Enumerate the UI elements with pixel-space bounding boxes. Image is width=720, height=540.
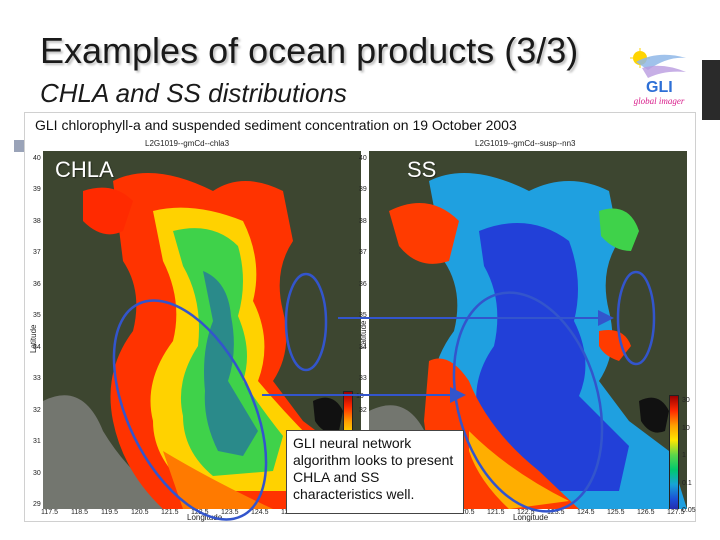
ss-cb-tick-1: 10 xyxy=(682,424,690,432)
left-lon-tick-3: 120.5 xyxy=(131,509,149,516)
right-lon-tick-8: 125.5 xyxy=(607,509,625,516)
ss-colorbar xyxy=(669,395,679,509)
left-lon-tick-6: 123.5 xyxy=(221,509,239,516)
left-lat-tick-4: 36 xyxy=(33,280,41,288)
right-panel-id: L2G1019--gmCd--susp--nn3 xyxy=(475,139,576,148)
left-lat-tick-5: 35 xyxy=(33,312,41,320)
left-lat-tick-1: 39 xyxy=(33,186,41,194)
right-lat-tick-7: 33 xyxy=(359,375,367,383)
chla-label: CHLA xyxy=(55,157,114,182)
ss-cb-tick-2: 1 xyxy=(682,452,686,459)
right-lat-tick-1: 39 xyxy=(359,186,367,194)
right-lat-tick-5: 35 xyxy=(359,312,367,320)
svg-text:GLI: GLI xyxy=(646,79,673,96)
left-lat-tick-8: 32 xyxy=(33,406,41,414)
left-panel-id: L2G1019--gmCd--chla3 xyxy=(145,139,230,148)
right-longitude-label: Longitude xyxy=(513,513,549,522)
right-lon-tick-9: 126.5 xyxy=(637,509,655,516)
edge-strip xyxy=(702,60,720,120)
slide-subtitle: CHLA and SS distributions xyxy=(40,78,347,108)
left-lat-tick-3: 37 xyxy=(33,249,41,257)
left-lat-tick-2: 38 xyxy=(33,217,41,225)
left-lat-tick-10: 30 xyxy=(33,469,41,477)
right-lon-tick-4: 121.5 xyxy=(487,509,505,516)
right-lat-tick-0: 40 xyxy=(359,155,367,162)
ss-cb-tick-3: 0.1 xyxy=(682,479,692,487)
left-lat-tick-0: 40 xyxy=(33,155,41,162)
chla-cb-tick-0: 10 xyxy=(356,393,364,400)
bullet-marker xyxy=(14,140,26,152)
left-lat-tick-6: 34 xyxy=(33,343,41,351)
right-lat-tick-4: 36 xyxy=(359,280,367,288)
right-lon-tick-7: 124.5 xyxy=(577,509,595,516)
left-lon-tick-0: 117.5 xyxy=(41,509,58,516)
left-lat-tick-9: 31 xyxy=(33,438,41,446)
gli-logo: GLI global imager xyxy=(628,48,690,112)
slide-title: Examples of ocean products (3/3) xyxy=(40,30,579,71)
left-lon-tick-5: 122.5 xyxy=(191,509,209,516)
left-lat-tick-11: 29 xyxy=(33,501,41,508)
right-lat-tick-8: 32 xyxy=(359,406,367,414)
right-lat-tick-6: 34 xyxy=(359,343,367,351)
note-callout: GLI neural network algorithm looks to pr… xyxy=(286,430,464,514)
right-lon-tick-5: 122.5 xyxy=(517,509,535,516)
ss-label: SS xyxy=(407,157,437,182)
left-lon-tick-4: 121.5 xyxy=(161,509,179,516)
right-lat-tick-3: 37 xyxy=(359,249,367,257)
left-lat-tick-7: 33 xyxy=(33,375,41,383)
ss-cb-tick-0: 30 xyxy=(682,397,690,404)
left-lon-tick-1: 118.5 xyxy=(71,509,88,516)
figure-title: GLI chlorophyll-a and suspended sediment… xyxy=(35,117,517,133)
right-lat-tick-2: 38 xyxy=(359,217,367,225)
left-lon-tick-7: 124.5 xyxy=(251,509,269,516)
right-lon-tick-10: 127.5 xyxy=(667,509,685,516)
right-lon-tick-6: 123.5 xyxy=(547,509,565,516)
left-lon-tick-2: 119.5 xyxy=(101,509,118,516)
logo-caption: global imager xyxy=(633,96,685,106)
ss-cb-tick-4: 0.05 xyxy=(682,507,696,514)
